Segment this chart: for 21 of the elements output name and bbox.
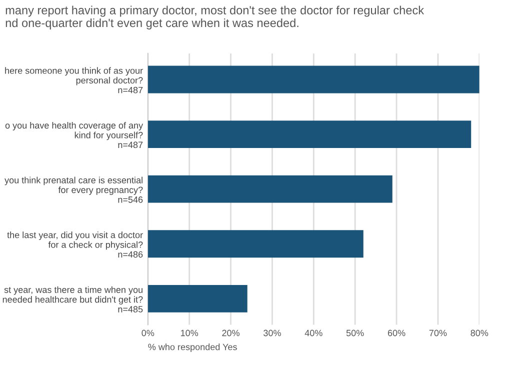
y-tick-label: o you have health coverage of any kind for yourself? n=487 (5, 122, 144, 148)
bar (148, 284, 248, 312)
x-tick-label: 40% (304, 330, 322, 336)
bar (148, 175, 392, 203)
bar (148, 66, 480, 94)
x-tick-label: 30% (264, 330, 281, 336)
y-tick-label: you think prenatal care is essential for every pregnancy? n=546 (4, 176, 143, 203)
x-tick-label: 10% (180, 330, 198, 336)
x-tick-label: 70% (429, 330, 447, 336)
y-tick-label: st year, was there a time when you needed healthcare but didn't get it? n=485 (2, 286, 143, 312)
x-tick-label: 50% (346, 330, 364, 336)
x-tick-label: 20% (222, 330, 240, 336)
y-tick-label: here someone you think of as your personal doctor? n=487 (5, 67, 143, 94)
x-tick-label: 0% (142, 330, 154, 336)
x-tick-label: 60% (388, 330, 406, 336)
x-axis-title: % who responded Yes (148, 344, 237, 352)
bar (148, 230, 364, 258)
bar (148, 120, 472, 148)
y-tick-label: the last year, did you visit a doctor for a check or physical? n=486 (7, 232, 143, 258)
x-tick-label: 80% (470, 330, 488, 336)
chart-title: many report having a primary doctor, most don't see the doctor for regular check nd one-quarter didn't even get care when it was needed. (6, 6, 424, 30)
